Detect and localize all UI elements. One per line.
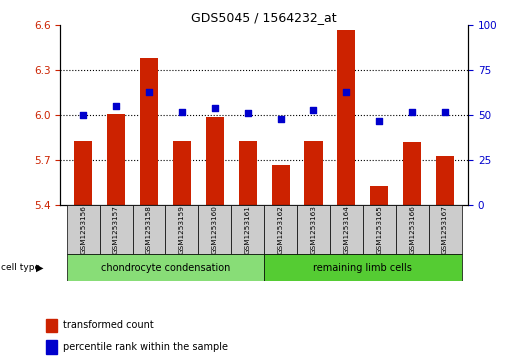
Text: GSM1253160: GSM1253160 <box>212 205 218 254</box>
Text: transformed count: transformed count <box>63 321 153 330</box>
Text: GSM1253162: GSM1253162 <box>278 205 283 254</box>
Text: chondrocyte condensation: chondrocyte condensation <box>101 263 230 273</box>
FancyBboxPatch shape <box>231 205 264 254</box>
Point <box>211 105 219 111</box>
Text: GSM1253165: GSM1253165 <box>376 205 382 254</box>
Text: GSM1253164: GSM1253164 <box>344 205 349 254</box>
Text: GSM1253167: GSM1253167 <box>442 205 448 254</box>
Point <box>244 111 252 117</box>
Point <box>441 109 449 115</box>
Bar <box>370 185 388 205</box>
Text: remaining limb cells: remaining limb cells <box>313 263 412 273</box>
Text: GSM1253163: GSM1253163 <box>311 205 316 254</box>
Bar <box>238 141 257 205</box>
FancyBboxPatch shape <box>99 205 132 254</box>
Text: ▶: ▶ <box>36 263 43 273</box>
Point <box>408 109 416 115</box>
FancyBboxPatch shape <box>264 254 461 281</box>
Point <box>178 109 186 115</box>
Text: cell type: cell type <box>1 263 40 272</box>
Bar <box>47 340 56 354</box>
Point <box>342 89 350 95</box>
Point <box>309 107 317 113</box>
Bar <box>403 142 421 205</box>
Point <box>79 113 87 118</box>
Bar <box>206 117 224 205</box>
Bar <box>173 141 191 205</box>
FancyBboxPatch shape <box>363 205 396 254</box>
FancyBboxPatch shape <box>330 205 363 254</box>
FancyBboxPatch shape <box>396 205 429 254</box>
Bar <box>304 141 323 205</box>
Text: GSM1253161: GSM1253161 <box>245 205 251 254</box>
Text: GSM1253166: GSM1253166 <box>409 205 415 254</box>
Point <box>112 103 120 109</box>
Text: GSM1253159: GSM1253159 <box>179 205 185 254</box>
FancyBboxPatch shape <box>198 205 231 254</box>
Text: GSM1253156: GSM1253156 <box>80 205 86 254</box>
Text: GSM1253157: GSM1253157 <box>113 205 119 254</box>
Point <box>276 116 285 122</box>
Bar <box>271 165 290 205</box>
FancyBboxPatch shape <box>264 205 297 254</box>
Text: GSM1253158: GSM1253158 <box>146 205 152 254</box>
Bar <box>74 141 92 205</box>
Bar <box>436 156 454 205</box>
Point <box>145 89 153 95</box>
Bar <box>107 114 125 205</box>
FancyBboxPatch shape <box>67 254 264 281</box>
FancyBboxPatch shape <box>429 205 461 254</box>
Bar <box>47 319 56 332</box>
Bar <box>337 30 356 205</box>
FancyBboxPatch shape <box>165 205 198 254</box>
Title: GDS5045 / 1564232_at: GDS5045 / 1564232_at <box>191 11 337 24</box>
Text: percentile rank within the sample: percentile rank within the sample <box>63 342 228 352</box>
FancyBboxPatch shape <box>132 205 165 254</box>
Point <box>375 118 383 123</box>
Bar <box>140 58 158 205</box>
FancyBboxPatch shape <box>297 205 330 254</box>
FancyBboxPatch shape <box>67 205 99 254</box>
